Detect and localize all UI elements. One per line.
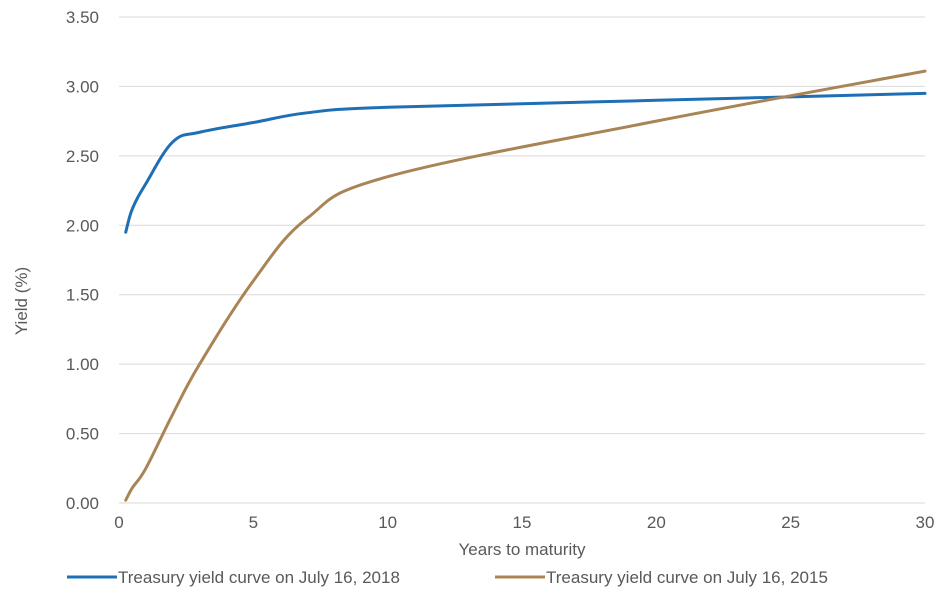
series-line-2015 xyxy=(124,69,927,502)
legend-label: Treasury yield curve on July 16, 2018 xyxy=(118,568,400,587)
y-tick-label: 3.50 xyxy=(66,8,99,27)
x-axis-title: Years to maturity xyxy=(459,540,586,559)
y-axis-title: Yield (%) xyxy=(12,267,31,335)
y-tick-label: 1.00 xyxy=(66,355,99,374)
x-tick-label: 30 xyxy=(916,513,935,532)
y-tick-label: 0.00 xyxy=(66,494,99,513)
x-tick-label: 10 xyxy=(378,513,397,532)
x-tick-label: 0 xyxy=(114,513,123,532)
x-tick-label: 20 xyxy=(647,513,666,532)
y-tick-label: 2.00 xyxy=(66,216,99,235)
y-tick-label: 0.50 xyxy=(66,425,99,444)
y-tick-label: 3.00 xyxy=(66,77,99,96)
y-axis-tick-labels: 0.00 0.50 1.00 1.50 2.00 2.50 3.00 3.50 xyxy=(66,8,99,513)
y-tick-label: 1.50 xyxy=(66,286,99,305)
series-lines xyxy=(124,69,927,502)
x-tick-label: 5 xyxy=(249,513,258,532)
x-tick-label: 15 xyxy=(513,513,532,532)
x-axis-tick-labels: 0 5 10 15 20 25 30 xyxy=(114,513,934,532)
series-line-2018 xyxy=(124,91,927,234)
y-tick-label: 2.50 xyxy=(66,147,99,166)
gridlines xyxy=(119,16,925,504)
legend: Treasury yield curve on July 16, 2018 Tre… xyxy=(67,568,828,587)
legend-label: Treasury yield curve on July 16, 2015 xyxy=(546,568,828,587)
x-tick-label: 25 xyxy=(781,513,800,532)
